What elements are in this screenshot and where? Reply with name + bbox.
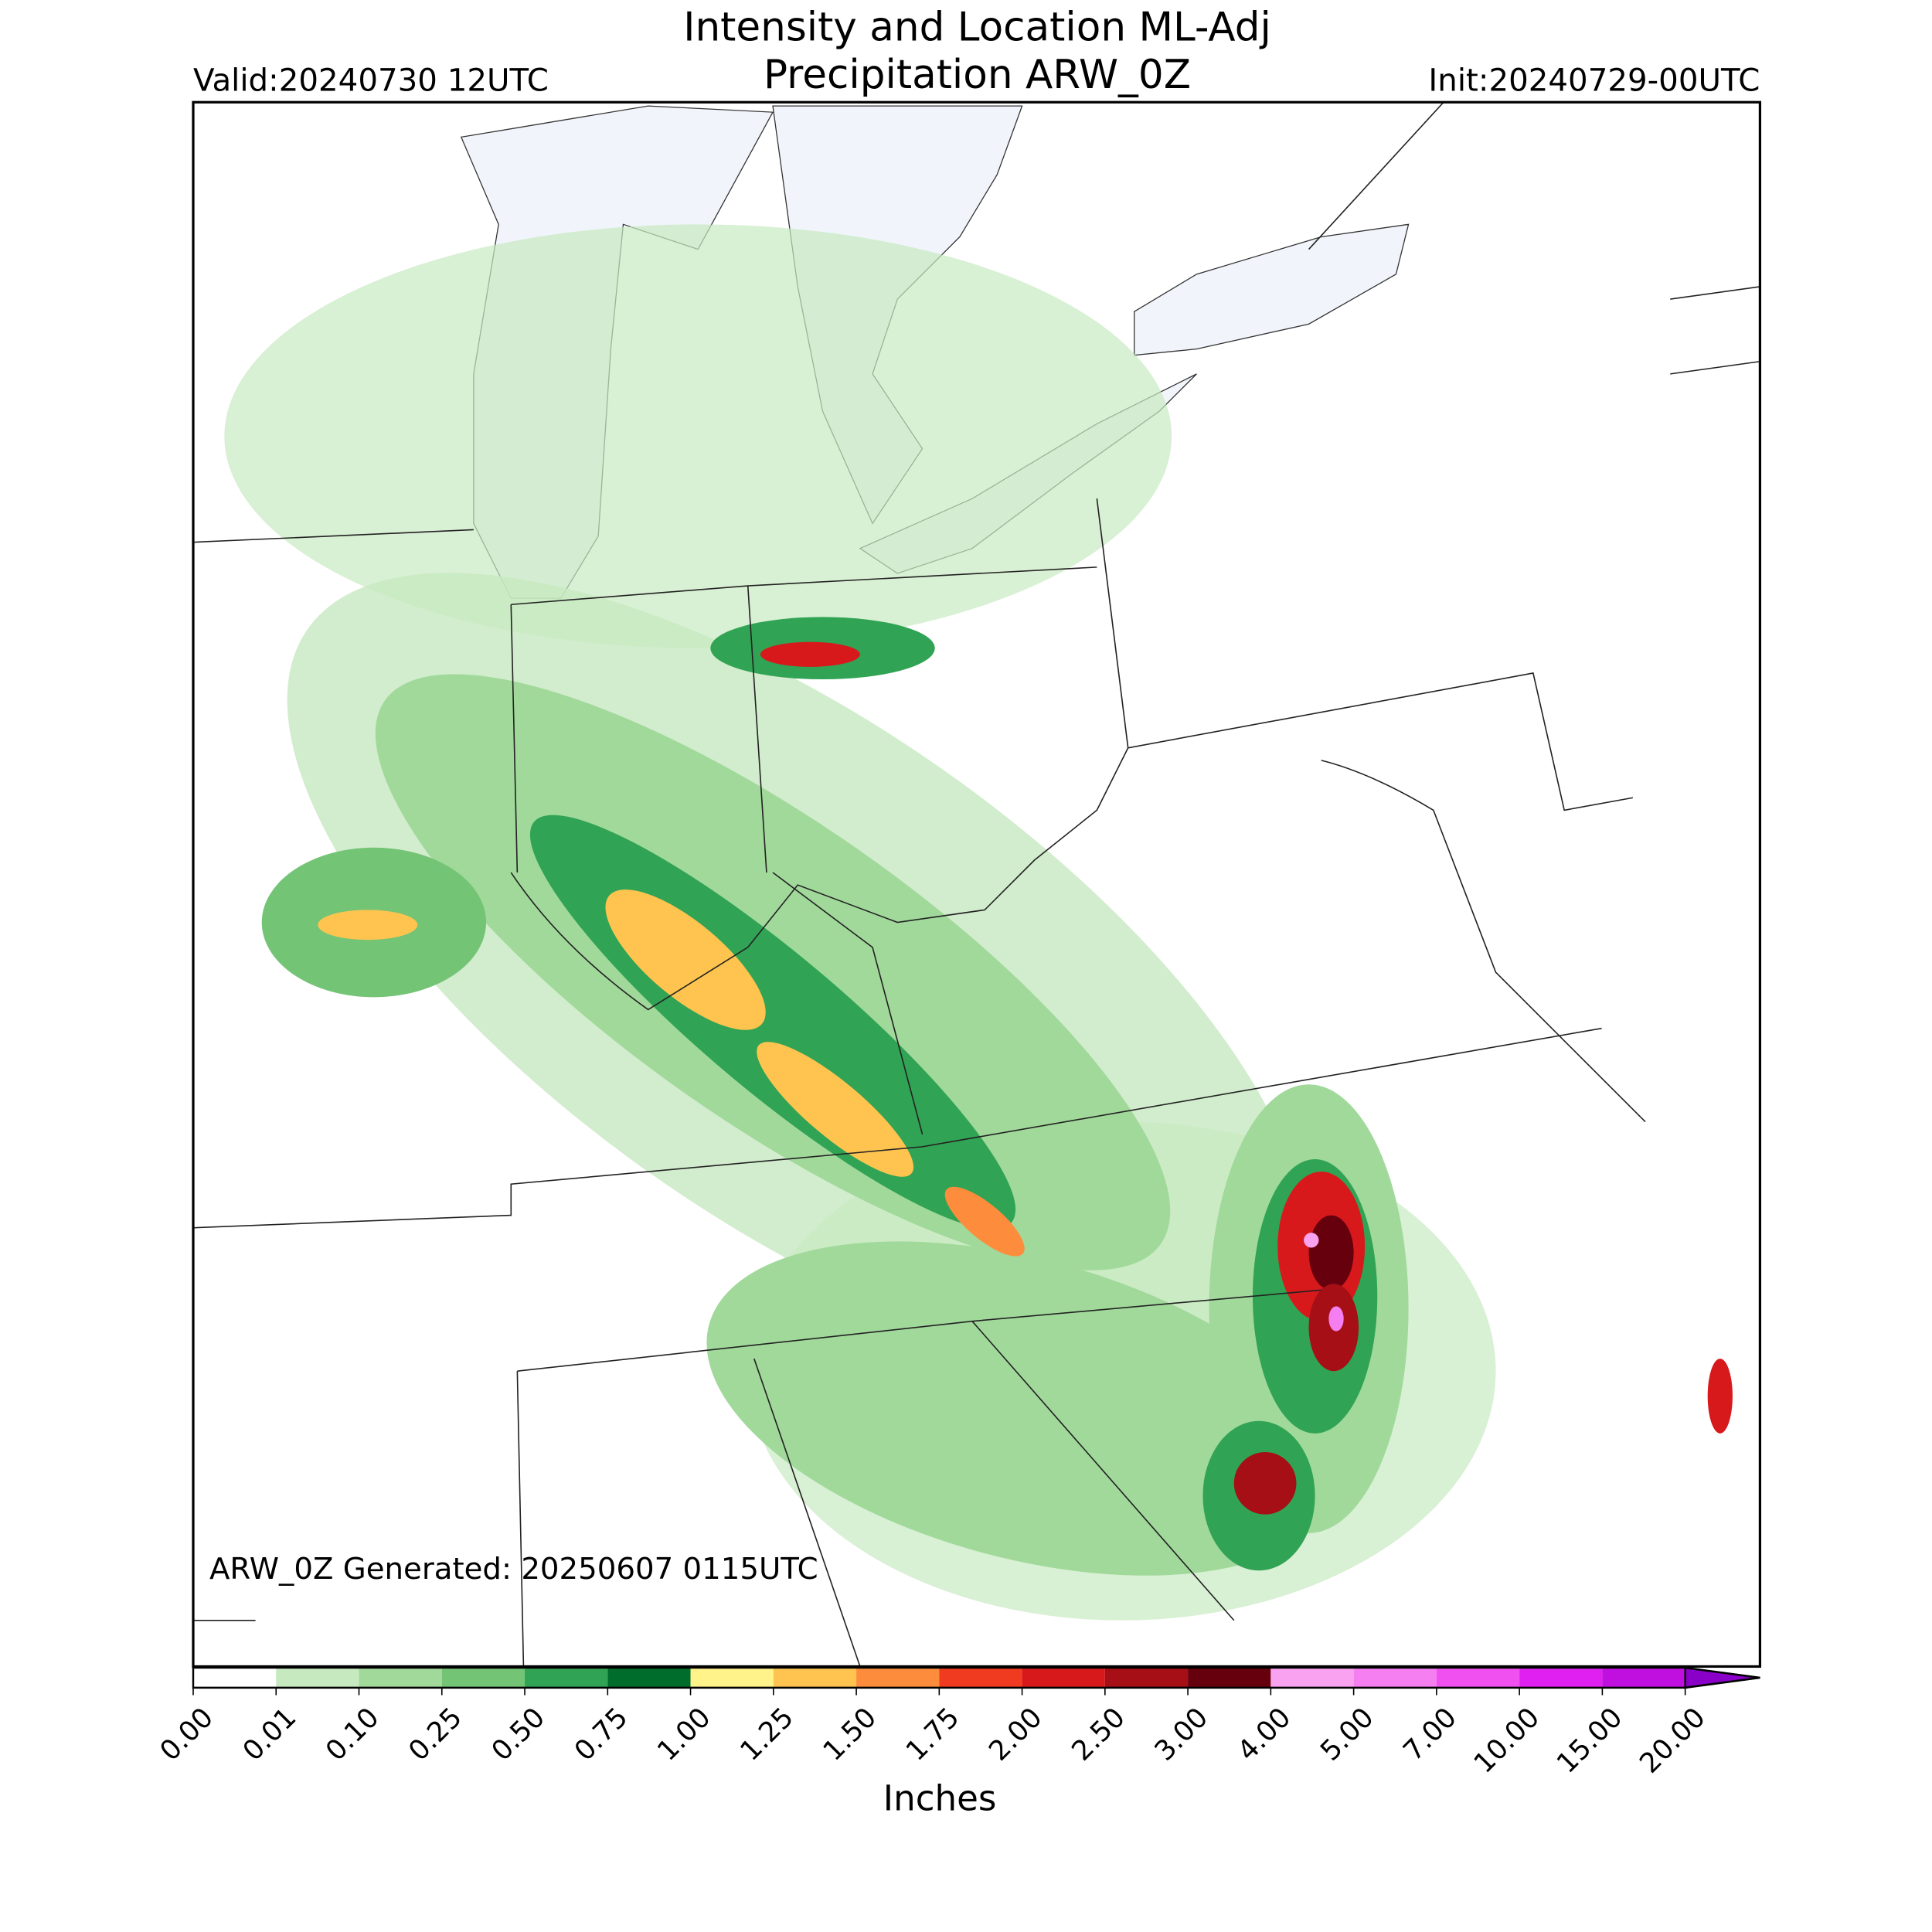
colorbar-tick-label: 0.10 [320,1702,386,1767]
colorbar-segment [773,1668,857,1688]
colorbar-tick-label: 0.25 [403,1702,468,1767]
title-line: Precipitation ARW_0Z [764,52,1191,98]
colorbar-segment [939,1668,1022,1688]
colorbar-segment [856,1668,940,1688]
colorbar-tick-label: 1.75 [900,1702,966,1767]
colorbar-outline [192,1666,1760,1689]
colorbar-tick-label: 0.75 [569,1702,634,1767]
colorbar-tick-label: 0.50 [485,1702,551,1767]
colorbar-segment [1353,1668,1437,1688]
colorbar-tick-label: 1.50 [817,1702,883,1767]
colorbar-tick-label: 0.00 [154,1702,219,1767]
colorbar: 0.00 0.01 0.10 0.25 0.50 0.75 1.00 1.25 1.50 1.75… [154,1666,1760,1780]
generated-note: ARW_0Z Generated: 20250607 0115UTC [209,1552,818,1587]
colorbar-tick-label: 0.01 [237,1702,303,1767]
colorbar-segment [359,1668,442,1688]
colorbar-segment [525,1668,608,1688]
colorbar-segment [607,1668,691,1688]
init-time: Init:20240729-00UTC [1428,62,1760,98]
colorbar-tick-label: 3.00 [1148,1702,1214,1767]
title-line: Intensity and Location ML-Adj [683,5,1271,51]
colorbar-segment [1602,1668,1685,1688]
colorbar-tick-label: 4.00 [1232,1702,1298,1767]
colorbar-segment [1188,1668,1271,1688]
colorbar-tick-label: 5.00 [1315,1702,1380,1767]
colorbar-segment [441,1668,526,1688]
map-frame [192,100,1762,1668]
colorbar-label: Inches [883,1778,997,1819]
colorbar-tick-label: 2.00 [983,1702,1049,1767]
colorbar-tick-label: 15.00 [1551,1702,1629,1780]
colorbar-segment [1022,1668,1105,1688]
colorbar-extend [1684,1666,1760,1689]
valid-time: Valid:20240730 12UTC [193,62,549,98]
lake-ontario [1134,223,1410,356]
colorbar-segment [1436,1668,1520,1688]
colorbar-segment [690,1668,774,1688]
colorbar-tick-label: 1.00 [651,1702,717,1767]
colorbar-segment [276,1668,359,1688]
colorbar-tick-label: 7.00 [1397,1702,1463,1767]
colorbar-segment [1519,1668,1603,1688]
colorbar-tick-label: 20.00 [1634,1702,1712,1780]
colorbar-tick-label: 1.25 [734,1702,800,1767]
map [192,102,1760,1667]
colorbar-segment [1104,1668,1189,1688]
colorbar-tick-label: 10.00 [1468,1702,1546,1780]
colorbar-tick-label: 2.50 [1066,1702,1131,1767]
colorbar-segment [193,1668,277,1688]
precipitation [224,224,1733,1621]
colorbar-segment [1270,1668,1354,1688]
